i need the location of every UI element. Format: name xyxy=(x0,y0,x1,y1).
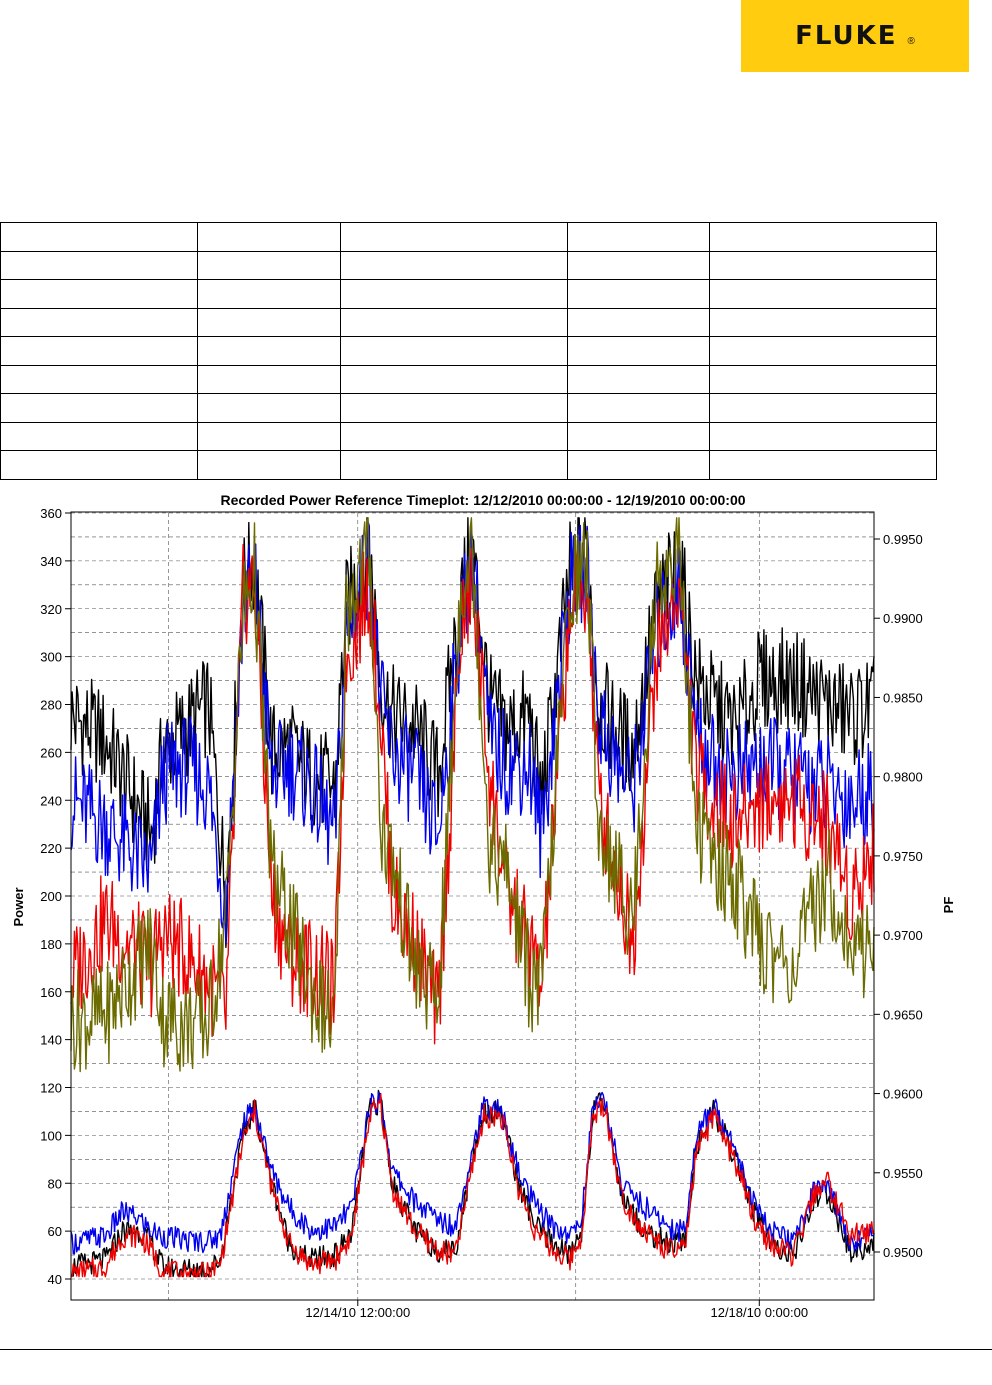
y2-axis-label: PF xyxy=(941,897,956,914)
y2-tick-label: 0.9600 xyxy=(883,1087,923,1102)
table-cell xyxy=(567,364,710,394)
table-cell xyxy=(197,421,341,451)
table-cell xyxy=(709,250,937,280)
x-tick-label: 12/18/10 0:00:00 xyxy=(710,1305,808,1320)
table-cell xyxy=(340,279,568,309)
table-cell xyxy=(340,250,568,280)
table-cell xyxy=(197,279,341,309)
fluke-logo: FLUKE ® xyxy=(741,0,969,72)
table-row xyxy=(0,307,937,337)
logo-text: FLUKE xyxy=(795,21,898,51)
table-row xyxy=(0,393,937,423)
table-cell xyxy=(0,307,198,337)
series-line xyxy=(70,544,875,1045)
y-tick-label: 100 xyxy=(40,1128,62,1143)
y-tick-label: 360 xyxy=(40,506,62,521)
power-timeplot-chart: Recorded Power Reference Timeplot: 12/12… xyxy=(11,492,956,1320)
y-tick-label: 140 xyxy=(40,1033,62,1048)
table-cell xyxy=(0,393,198,423)
table-cell xyxy=(340,450,568,480)
table-cell xyxy=(0,450,198,480)
table-cell xyxy=(709,450,937,480)
y-tick-label: 40 xyxy=(48,1272,62,1287)
y2-tick-label: 0.9750 xyxy=(883,849,923,864)
y-tick-label: 160 xyxy=(40,985,62,1000)
table-cell xyxy=(567,336,710,366)
y-tick-label: 280 xyxy=(40,698,62,713)
table-cell xyxy=(197,307,341,337)
table-cell xyxy=(709,336,937,366)
table-cell xyxy=(709,364,937,394)
y-axis-label: Power xyxy=(11,887,26,926)
chart-title: Recorded Power Reference Timeplot: 12/12… xyxy=(220,492,745,508)
table-cell xyxy=(197,450,341,480)
table-row xyxy=(0,421,937,451)
blank-table xyxy=(0,222,937,480)
series-line xyxy=(70,521,875,944)
y-tick-label: 340 xyxy=(40,554,62,569)
y-tick-label: 300 xyxy=(40,650,62,665)
table-row xyxy=(0,336,937,366)
y2-tick-label: 0.9900 xyxy=(883,611,923,626)
table-cell xyxy=(0,336,198,366)
y2-tick-label: 0.9700 xyxy=(883,928,923,943)
x-tick-label: 12/14/10 12:00:00 xyxy=(305,1305,410,1320)
table-cell xyxy=(340,222,568,252)
table-row xyxy=(0,222,937,252)
series-line xyxy=(71,1093,875,1278)
series-line xyxy=(70,1091,875,1255)
series-line xyxy=(70,517,875,1073)
registered-mark: ® xyxy=(907,35,915,47)
table-row xyxy=(0,279,937,309)
y-tick-label: 120 xyxy=(40,1081,62,1096)
table-cell xyxy=(197,336,341,366)
table-cell xyxy=(0,364,198,394)
y-tick-label: 240 xyxy=(40,793,62,808)
table-cell xyxy=(340,336,568,366)
table-cell xyxy=(197,250,341,280)
table-cell xyxy=(0,250,198,280)
table-cell xyxy=(567,450,710,480)
y-tick-label: 180 xyxy=(40,937,62,952)
table-cell xyxy=(0,279,198,309)
table-cell xyxy=(340,307,568,337)
y-tick-label: 320 xyxy=(40,602,62,617)
y-tick-label: 60 xyxy=(48,1224,62,1239)
y2-tick-label: 0.9650 xyxy=(883,1007,923,1022)
y-tick-label: 220 xyxy=(40,841,62,856)
y2-tick-label: 0.9500 xyxy=(883,1245,923,1260)
y2-tick-label: 0.9850 xyxy=(883,690,923,705)
y-tick-label: 260 xyxy=(40,745,62,760)
y2-tick-label: 0.9550 xyxy=(883,1166,923,1181)
table-cell xyxy=(340,364,568,394)
table-cell xyxy=(567,393,710,423)
table-cell xyxy=(567,421,710,451)
table-cell xyxy=(340,393,568,423)
table-cell xyxy=(197,222,341,252)
table-cell xyxy=(197,393,341,423)
table-cell xyxy=(709,222,937,252)
table-cell xyxy=(0,222,198,252)
y2-tick-label: 0.9800 xyxy=(883,770,923,785)
table-cell xyxy=(567,222,710,252)
series-line xyxy=(70,1089,875,1278)
y2-tick-label: 0.9950 xyxy=(883,532,923,547)
table-cell xyxy=(0,421,198,451)
table-cell xyxy=(709,393,937,423)
table-cell xyxy=(567,250,710,280)
table-cell xyxy=(709,279,937,309)
table-row xyxy=(0,250,937,280)
table-cell xyxy=(340,421,568,451)
table-cell xyxy=(709,421,937,451)
table-cell xyxy=(197,364,341,394)
y-tick-label: 80 xyxy=(48,1176,62,1191)
table-cell xyxy=(567,279,710,309)
plot-frame xyxy=(70,511,875,1301)
table-row xyxy=(0,364,937,394)
footer-divider xyxy=(0,1349,992,1350)
table-cell xyxy=(567,307,710,337)
y-tick-label: 200 xyxy=(40,889,62,904)
table-row xyxy=(0,450,937,480)
table-cell xyxy=(709,307,937,337)
